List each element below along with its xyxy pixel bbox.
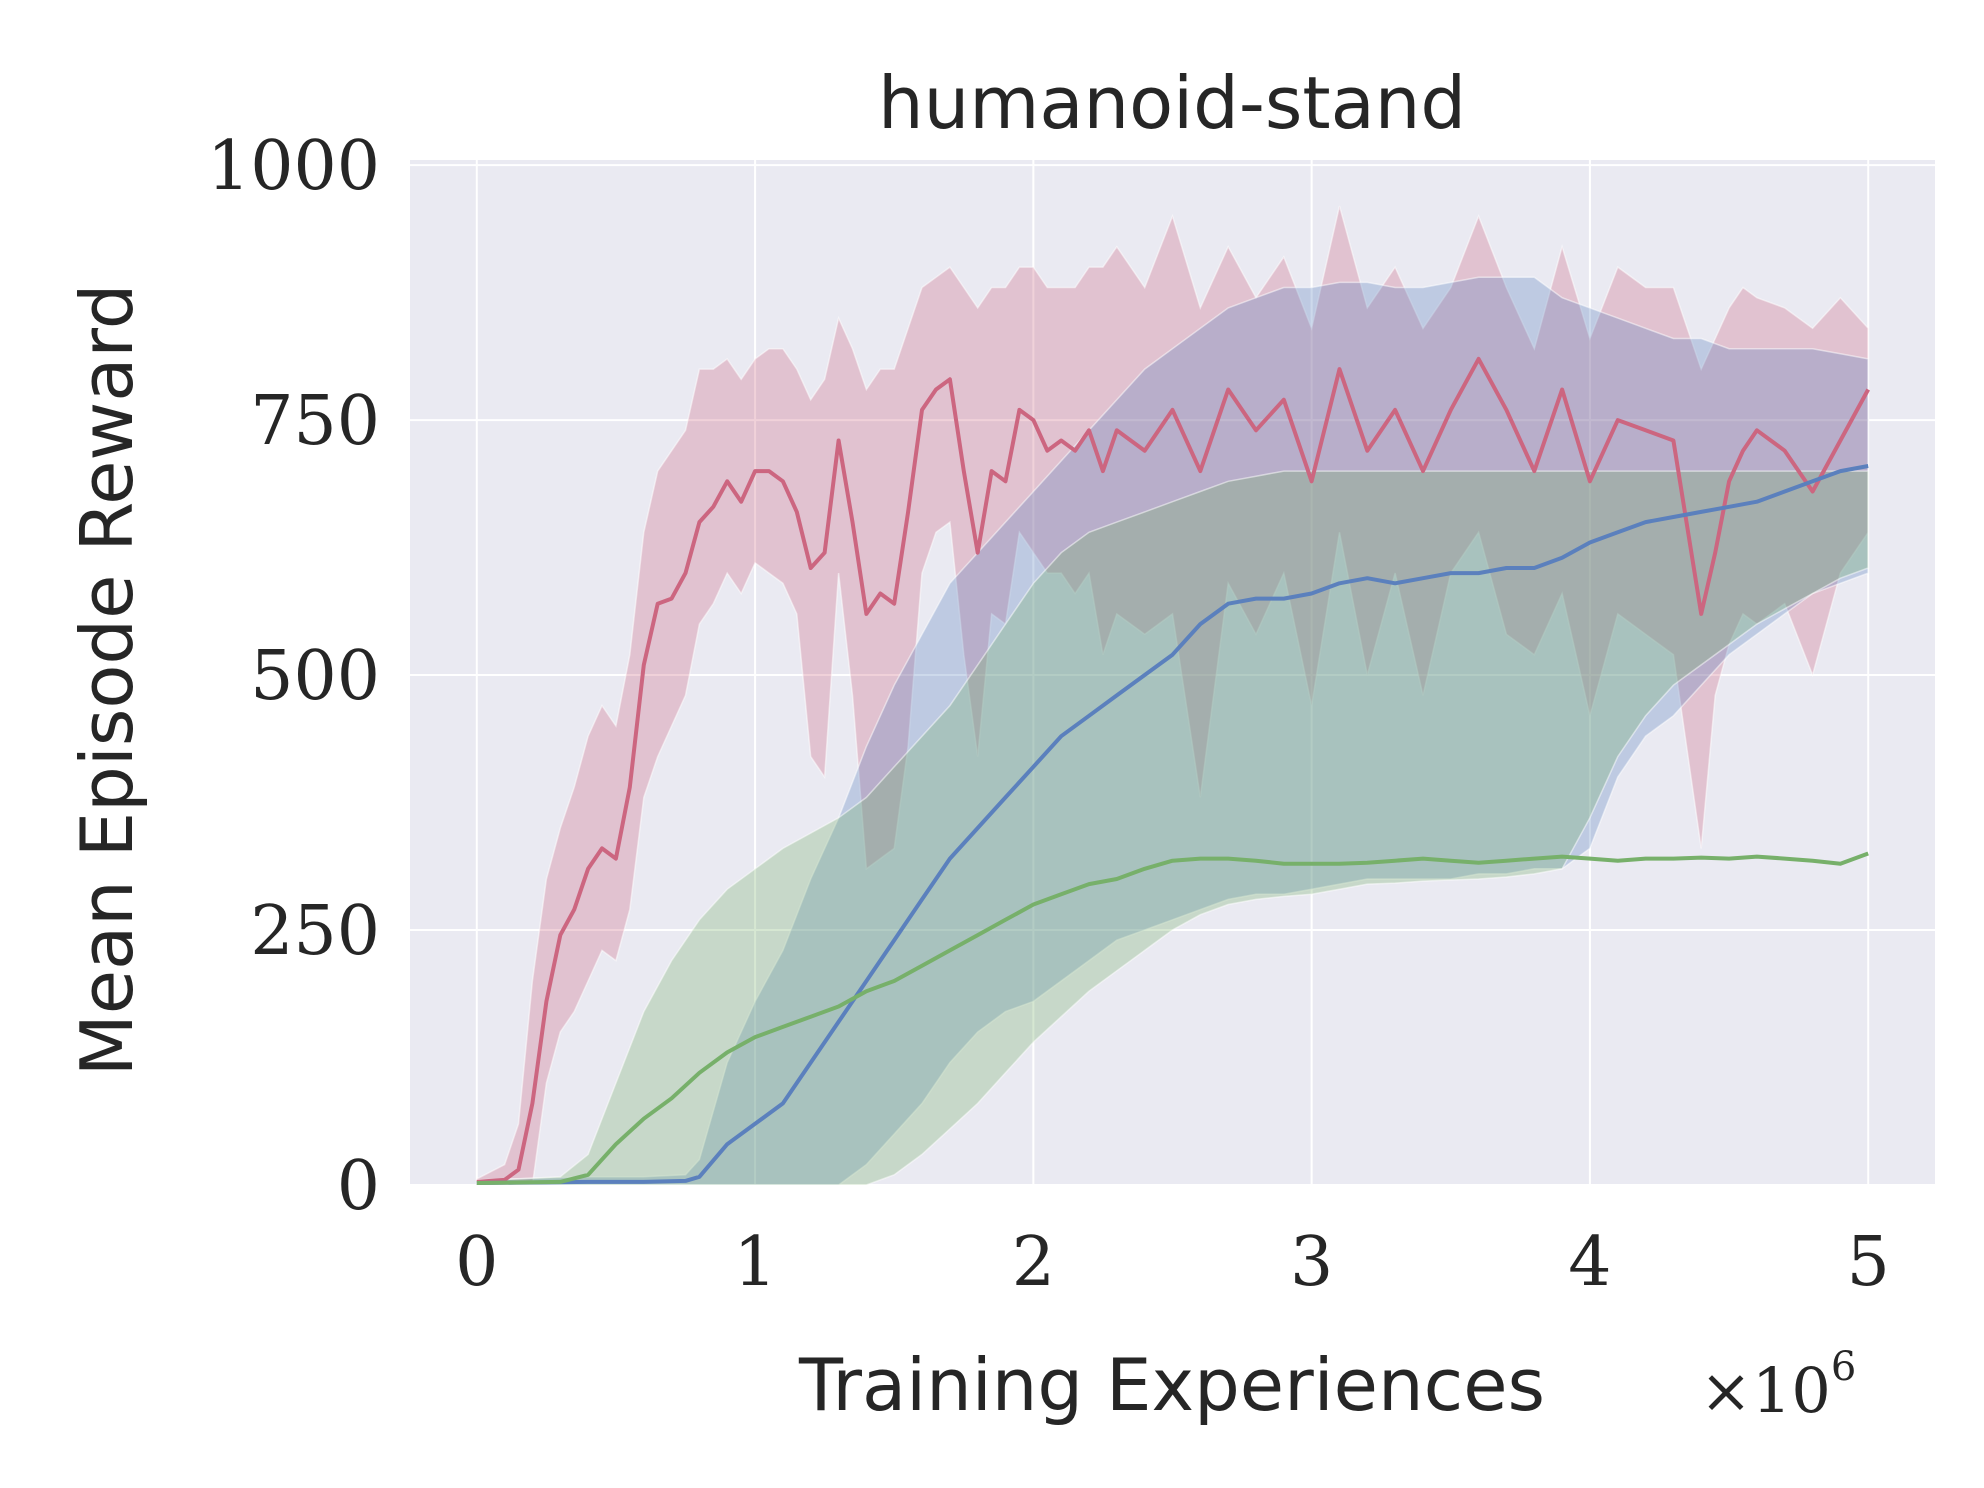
x-axis-multiplier-base: ×10 <box>1700 1354 1831 1427</box>
x-tick-label-3: 3 <box>1290 1223 1333 1302</box>
x-tick-label-4: 4 <box>1568 1223 1611 1302</box>
series-2-line <box>476 851 1869 1185</box>
series-lines <box>476 356 1870 1185</box>
x-tick-label-1: 1 <box>733 1223 776 1302</box>
plot-background <box>410 160 1935 1185</box>
x-tick-label-5: 5 <box>1847 1223 1890 1302</box>
x-tick-label-2: 2 <box>1012 1223 1055 1302</box>
series-0-line <box>476 356 1870 1184</box>
series-2-band <box>476 470 1869 1186</box>
y-tick-label-2: 500 <box>250 637 380 716</box>
x-axis-multiplier-exponent: 6 <box>1831 1344 1856 1390</box>
y-axis-label: Mean Episode Reward <box>65 284 149 1077</box>
series-1-line <box>476 464 1869 1185</box>
y-tick-label-3: 750 <box>250 382 380 461</box>
x-tick-labels: 0 1 2 3 4 5 <box>455 1223 1890 1302</box>
x-axis-multiplier: ×106 <box>1700 1344 1856 1427</box>
y-tick-label-4: 1000 <box>207 127 380 206</box>
x-tick-label-0: 0 <box>455 1223 498 1302</box>
chart-title: humanoid-stand <box>878 61 1466 145</box>
grid <box>410 160 1935 1186</box>
x-axis-label: Training Experiences <box>798 1343 1545 1427</box>
y-tick-label-0: 0 <box>337 1147 380 1226</box>
y-tick-labels: 0 250 500 750 1000 <box>207 127 380 1226</box>
series-1-band <box>476 276 1869 1186</box>
y-tick-label-1: 250 <box>250 892 380 971</box>
confidence-bands <box>476 205 1869 1186</box>
